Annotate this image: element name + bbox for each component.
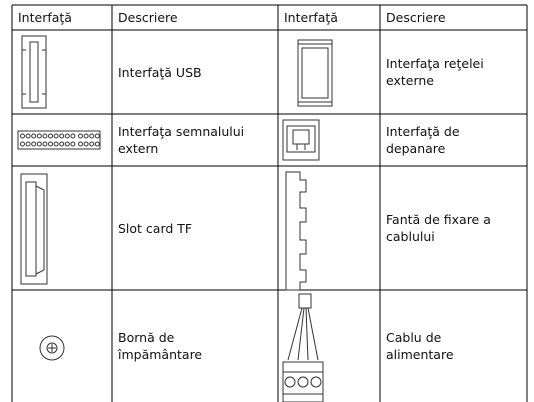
header-cell: Descriere [386,10,446,25]
pin [78,141,83,147]
description: Interfaţă USB [118,64,202,80]
network-icon [297,39,333,107]
pin [94,141,100,147]
description: Slot card TF [118,220,193,236]
grid [11,4,528,402]
pin [31,133,37,139]
pin [89,141,95,147]
pin [42,141,48,147]
description: Interfaţă de depanare [386,124,460,156]
pin [53,133,59,139]
pin [42,133,48,139]
pin [70,141,76,147]
pin [83,141,89,147]
description: Bornă de împământare [118,330,203,362]
pin-header-icon [17,130,101,150]
pin [48,141,53,147]
pin [83,133,89,139]
pin [89,133,95,139]
pin [36,133,42,139]
pin [59,141,65,147]
pin [70,133,76,139]
description: Cablu de alimentare [386,330,454,362]
usb-icon [21,35,47,109]
pin [20,133,25,139]
description: Interfaţa reţelei externe [386,56,484,88]
pin [25,133,31,139]
tf-slot-icon [20,173,48,285]
power-cable-icon [282,293,324,402]
ground-icon [39,335,65,361]
pin [64,141,70,147]
cable-clip-icon [285,171,307,291]
header-cell: Interfaţă [284,10,338,25]
rj45-icon [282,119,320,161]
pin [59,133,65,139]
pin [53,141,59,147]
pin [20,141,25,147]
description: Fantă de fixare a cablului [386,212,491,244]
pin [78,133,83,139]
pin [64,133,70,139]
header-cell: Interfaţă [18,10,72,25]
pin [31,141,37,147]
pin [36,141,42,147]
pin [25,141,31,147]
description: Interfaţa semnalului extern [118,124,245,156]
header-cell: Descriere [118,10,178,25]
pin [48,133,53,139]
pin [94,133,100,139]
